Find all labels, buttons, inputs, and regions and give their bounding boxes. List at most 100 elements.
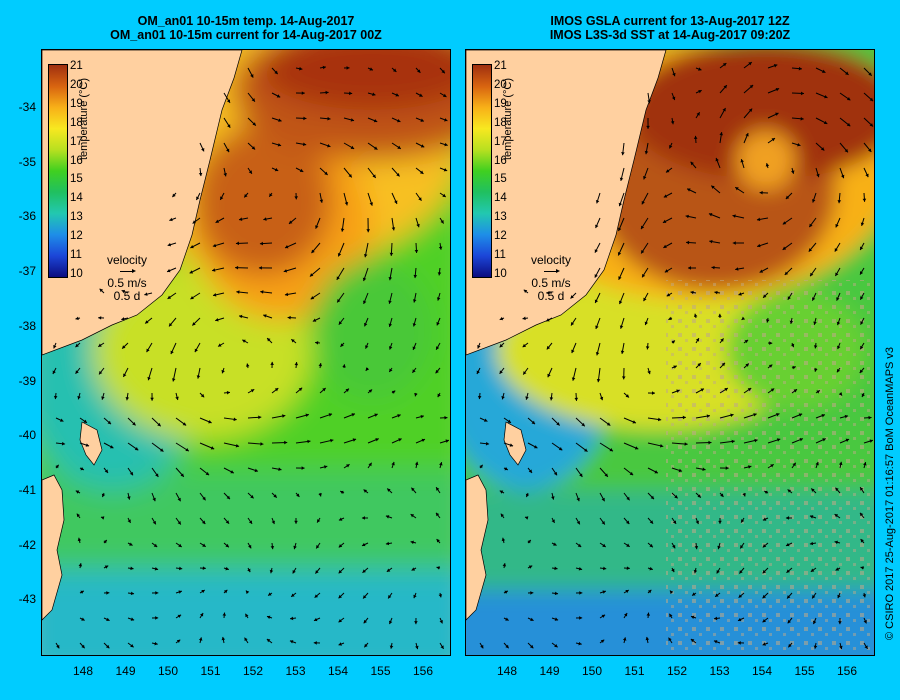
current-arrow-head xyxy=(155,473,159,477)
current-arrow-head xyxy=(336,276,340,280)
current-arrow-head xyxy=(793,389,798,393)
current-arrow-head xyxy=(361,516,365,520)
current-arrow-head xyxy=(153,543,158,547)
current-arrow-head xyxy=(311,249,315,254)
current-arrow-head xyxy=(442,93,447,97)
current-arrow-head xyxy=(364,643,368,648)
right-title-line1: IMOS GSLA current for 13-Aug-2017 12Z xyxy=(550,14,790,28)
current-arrow-head xyxy=(349,91,353,96)
current-arrow-head xyxy=(773,64,778,68)
current-arrow-head xyxy=(634,446,639,450)
colorbar-tick: 15 xyxy=(494,173,507,186)
current-arrow-head xyxy=(670,120,675,125)
velocity-duration-right: 0.5 d xyxy=(537,289,565,303)
current-arrow-head xyxy=(176,639,181,644)
current-arrow-head xyxy=(225,543,229,548)
current-arrow-head xyxy=(676,389,680,393)
current-arrow-head xyxy=(522,343,527,348)
current-arrow-head xyxy=(672,544,676,549)
current-arrow-head xyxy=(663,244,667,248)
current-arrow-head xyxy=(787,619,791,624)
current-arrow-head xyxy=(398,438,402,442)
current-arrow-head xyxy=(159,448,164,452)
current-arrow-head xyxy=(268,592,272,596)
current-arrow-head xyxy=(738,594,743,598)
current-arrow-head xyxy=(221,636,226,641)
current-arrow-head xyxy=(554,617,559,621)
current-arrow-head xyxy=(338,594,342,599)
current-arrow-head xyxy=(719,132,724,136)
current-arrow-head xyxy=(579,473,583,477)
current-arrow-head xyxy=(374,413,378,417)
current-arrow-head xyxy=(245,613,249,618)
current-arrow-head xyxy=(80,590,84,594)
current-arrow-head xyxy=(737,617,742,622)
current-arrow-head xyxy=(101,493,106,498)
current-arrow-head xyxy=(132,422,136,426)
current-arrow-head xyxy=(860,246,864,251)
current-arrow-head xyxy=(754,438,758,443)
current-arrow-head xyxy=(85,443,90,447)
current-arrow-head xyxy=(845,71,849,75)
current-arrow-head xyxy=(178,543,182,547)
land-island-left xyxy=(79,421,103,466)
current-arrow-head xyxy=(708,213,713,217)
current-arrow-head xyxy=(641,225,645,230)
current-arrow-head xyxy=(171,378,176,382)
current-arrow-head xyxy=(269,193,273,197)
right-panel-title: IMOS GSLA current for 13-Aug-2017 12Z IM… xyxy=(466,14,874,42)
current-arrow-head xyxy=(821,413,825,418)
current-arrow-head xyxy=(437,393,441,398)
current-arrow-head xyxy=(190,244,194,249)
current-arrow-head xyxy=(346,464,350,468)
current-arrow-head xyxy=(302,142,307,147)
current-arrow-head xyxy=(776,438,781,442)
current-arrow-head xyxy=(687,188,691,192)
current-arrow-head xyxy=(666,169,670,173)
current-arrow-head xyxy=(144,292,148,296)
right-title-line2: IMOS L3S-3d SST at 14-Aug-2017 09:20Z xyxy=(549,28,791,42)
current-arrow-head xyxy=(522,316,526,321)
current-arrow-head xyxy=(821,69,826,73)
current-arrow-head xyxy=(202,496,206,501)
current-arrow-head xyxy=(309,273,314,277)
current-arrow-head xyxy=(649,543,653,548)
x-axis-label: 153 xyxy=(709,664,730,678)
current-arrow-head xyxy=(798,66,802,71)
current-arrow-head xyxy=(338,618,342,623)
current-arrow-head xyxy=(812,297,816,301)
current-arrow-head xyxy=(671,96,676,101)
current-arrow-head xyxy=(337,252,342,257)
current-arrow-head xyxy=(834,514,839,518)
current-arrow-head xyxy=(348,173,352,178)
y-axis-label: -40 xyxy=(18,428,36,443)
current-arrow-head xyxy=(227,124,231,128)
current-arrow-head xyxy=(720,493,724,497)
current-arrow-head xyxy=(792,462,796,467)
current-arrow-head xyxy=(202,566,206,571)
current-arrow-head xyxy=(75,370,79,374)
current-arrow-head xyxy=(412,299,417,303)
velocity-duration-left: 0.5 d xyxy=(113,289,141,303)
current-arrow-head xyxy=(606,422,611,426)
current-arrow-head xyxy=(869,97,874,102)
velocity-key-right: velocity 0.5 m/s 0.5 d xyxy=(516,254,586,303)
current-arrow-head xyxy=(764,490,768,495)
current-arrow-head xyxy=(621,376,626,380)
current-arrow-head xyxy=(523,289,528,294)
current-arrow-head xyxy=(738,292,742,296)
current-arrow-head xyxy=(810,272,814,277)
colorbar-tick: 11 xyxy=(70,249,82,262)
current-arrow-head xyxy=(578,641,582,646)
current-arrow-head xyxy=(671,568,675,573)
current-arrow-head xyxy=(714,616,718,621)
current-arrow-head xyxy=(868,415,872,420)
current-arrow-head xyxy=(499,316,504,321)
current-arrow-head xyxy=(99,370,103,375)
current-arrow-head xyxy=(420,414,424,419)
current-arrow-head xyxy=(697,494,701,498)
current-arrow-head xyxy=(524,516,529,520)
current-arrow-head xyxy=(130,591,135,596)
credit-text: © CSIRO 2017 25-Aug-2017 01:16:57 BoM Oc… xyxy=(884,346,896,640)
current-arrow-head xyxy=(684,442,688,446)
